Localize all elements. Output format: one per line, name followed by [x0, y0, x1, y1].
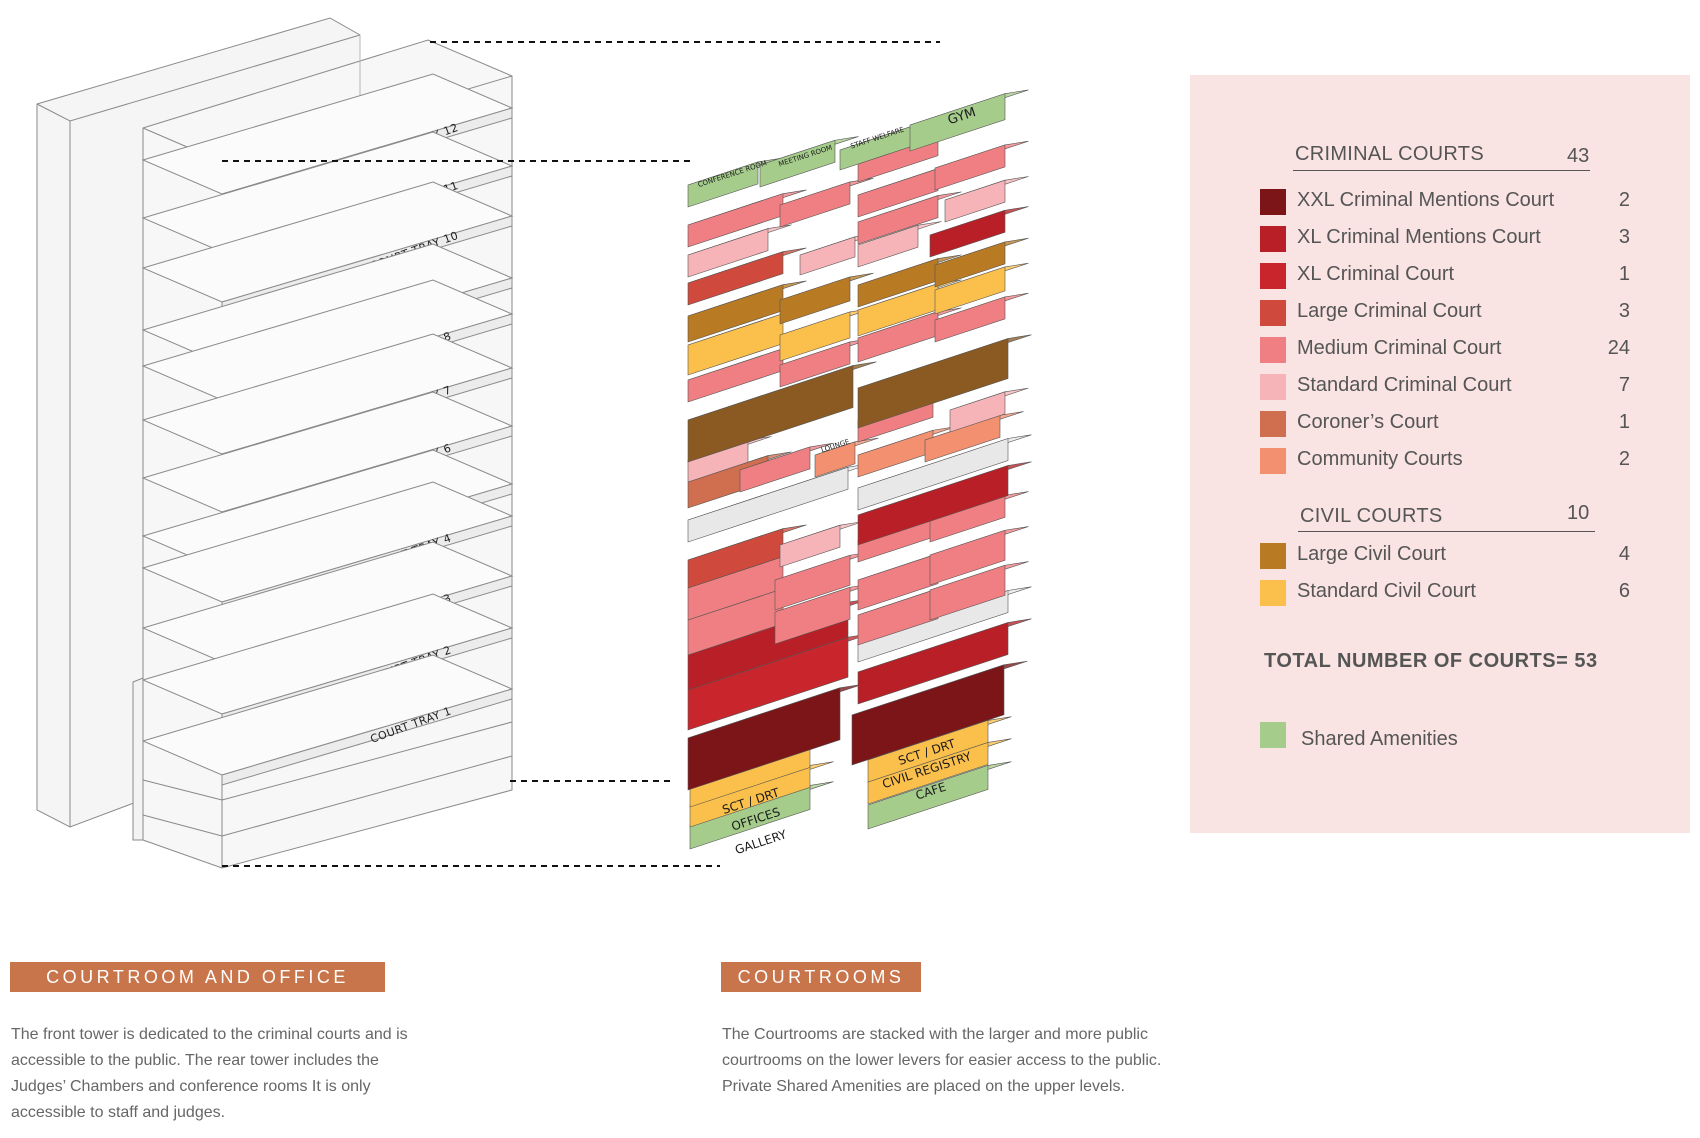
legend-row: Community Courts 2: [1260, 446, 1630, 476]
legend-count: 24: [1608, 337, 1630, 360]
legend-label: XXL Criminal Mentions Court: [1297, 189, 1554, 212]
box-front: [780, 182, 850, 227]
legend-swatch: [1260, 226, 1286, 252]
legend-label: Standard Civil Court: [1297, 580, 1476, 603]
civil-heading-rule: [1298, 531, 1595, 532]
legend-swatch: [1260, 263, 1286, 289]
courtroom-and-office-banner: COURTROOM AND OFFICE: [10, 962, 385, 992]
box-front: [800, 237, 855, 275]
criminal-courts-total: 43: [1567, 145, 1589, 168]
legend-count: 3: [1619, 226, 1630, 249]
legend-count: 4: [1619, 543, 1630, 566]
courtroom-and-office-title: COURTROOM AND OFFICE: [46, 967, 349, 987]
civil-courts-heading: CIVIL COURTS: [1300, 505, 1443, 528]
legend-count: 3: [1619, 300, 1630, 323]
legend-row: Large Criminal Court 3: [1260, 298, 1630, 328]
court-block: [935, 141, 1028, 190]
legend-label: Large Civil Court: [1297, 543, 1446, 566]
legend-label: Coroner’s Court: [1297, 411, 1439, 434]
legend-count: 2: [1619, 189, 1630, 212]
legend-row: XL Criminal Mentions Court 3: [1260, 224, 1630, 254]
total-courts: TOTAL NUMBER OF COURTS= 53: [1264, 650, 1598, 673]
box-front: [780, 525, 840, 567]
legend-count: 6: [1619, 580, 1630, 603]
legend-swatch: [1260, 300, 1286, 326]
legend-count: 1: [1619, 263, 1630, 286]
legend-swatch: [1260, 411, 1286, 437]
legend-label: Large Criminal Court: [1297, 300, 1482, 323]
criminal-heading-rule: [1293, 170, 1590, 171]
civil-courts-total: 10: [1567, 502, 1589, 525]
legend-count: 1: [1619, 411, 1630, 434]
legend-row: Standard Civil Court 6: [1260, 578, 1630, 608]
legend-count: 7: [1619, 374, 1630, 397]
legend-swatch: [1260, 374, 1286, 400]
legend-row: Large Civil Court 4: [1260, 541, 1630, 571]
legend-count: 2: [1619, 448, 1630, 471]
legend-swatch: [1260, 189, 1286, 215]
legend-row: Standard Criminal Court 7: [1260, 372, 1630, 402]
court-block: [945, 177, 1028, 223]
legend-panel: CRIMINAL COURTS 43 XXL Criminal Mentions…: [1190, 75, 1690, 833]
legend-label: Medium Criminal Court: [1297, 337, 1502, 360]
legend-row-shared-amenities: Shared Amenities: [1260, 720, 1630, 750]
box-front: [935, 145, 1005, 190]
legend-swatch: [1260, 337, 1286, 363]
legend-label: Community Courts: [1297, 448, 1463, 471]
courtroom-and-office-description: The front tower is dedicated to the crim…: [11, 1022, 436, 1126]
legend-swatch: [1260, 543, 1286, 569]
legend-swatch: [1260, 448, 1286, 474]
courtrooms-banner: COURTROOMS: [721, 962, 921, 992]
legend-row: XL Criminal Court 1: [1260, 261, 1630, 291]
legend-swatch: [1260, 580, 1286, 606]
legend-swatch-shared-amenities: [1260, 722, 1286, 748]
legend-label: Standard Criminal Court: [1297, 374, 1512, 397]
courtrooms-description: The Courtrooms are stacked with the larg…: [722, 1022, 1162, 1100]
legend-row: Coroner’s Court 1: [1260, 409, 1630, 439]
legend-row: Medium Criminal Court 24: [1260, 335, 1630, 365]
legend-label: XL Criminal Court: [1297, 263, 1454, 286]
legend-label: XL Criminal Mentions Court: [1297, 226, 1541, 249]
legend-label-shared-amenities: Shared Amenities: [1301, 728, 1458, 751]
courtrooms-title: COURTROOMS: [738, 967, 905, 987]
criminal-courts-heading: CRIMINAL COURTS: [1295, 143, 1484, 166]
legend-row: XXL Criminal Mentions Court 2: [1260, 187, 1630, 217]
stack-blocks: [688, 90, 1031, 849]
